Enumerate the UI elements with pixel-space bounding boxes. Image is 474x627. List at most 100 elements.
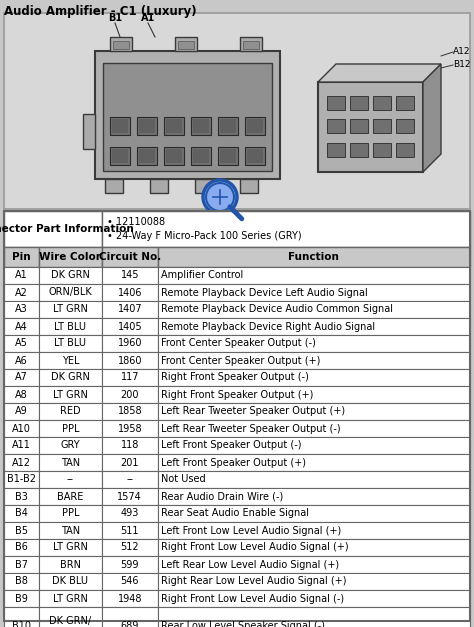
Text: Audio Amplifier - C1 (Luxury): Audio Amplifier - C1 (Luxury): [4, 5, 197, 18]
Bar: [350, 142, 368, 157]
Bar: [164, 117, 184, 135]
Text: Remote Playback Device Audio Common Signal: Remote Playback Device Audio Common Sign…: [161, 305, 393, 315]
Text: Circuit No.: Circuit No.: [99, 252, 161, 262]
Text: 200: 200: [120, 389, 139, 399]
Bar: [4, 471, 39, 488]
Bar: [4, 573, 39, 590]
Bar: [4, 267, 39, 284]
Bar: [195, 179, 213, 193]
Text: GRY: GRY: [61, 441, 80, 451]
Text: Amplifier Control: Amplifier Control: [161, 270, 243, 280]
Bar: [4, 369, 39, 386]
Text: A6: A6: [15, 356, 28, 366]
Bar: [193, 149, 209, 163]
Text: LT GRN: LT GRN: [53, 542, 88, 552]
Bar: [39, 471, 102, 488]
Bar: [110, 117, 130, 135]
Bar: [102, 590, 158, 607]
Text: Left Front Speaker Output (+): Left Front Speaker Output (+): [161, 458, 306, 468]
Bar: [4, 420, 39, 437]
Bar: [39, 301, 102, 318]
Text: 1860: 1860: [118, 356, 142, 366]
Bar: [102, 454, 158, 471]
Bar: [327, 142, 345, 157]
Bar: [158, 318, 470, 335]
Text: A12: A12: [453, 47, 471, 56]
Text: DK GRN/: DK GRN/: [49, 616, 91, 626]
Text: 689: 689: [120, 621, 139, 627]
Bar: [4, 301, 39, 318]
Bar: [102, 420, 158, 437]
Bar: [158, 437, 470, 454]
Bar: [164, 147, 184, 165]
Text: A1: A1: [141, 13, 155, 23]
Bar: [4, 284, 39, 301]
Bar: [158, 284, 470, 301]
Bar: [102, 386, 158, 403]
Bar: [4, 590, 39, 607]
Bar: [178, 41, 194, 49]
Bar: [102, 267, 158, 284]
Bar: [102, 284, 158, 301]
Bar: [240, 37, 262, 51]
Bar: [158, 267, 470, 284]
Bar: [102, 573, 158, 590]
Bar: [102, 301, 158, 318]
Bar: [4, 556, 39, 573]
Bar: [166, 119, 182, 133]
Circle shape: [203, 180, 237, 214]
Bar: [240, 179, 258, 193]
Bar: [83, 114, 95, 149]
Bar: [350, 95, 368, 110]
Bar: [103, 63, 272, 171]
Text: B9: B9: [15, 594, 28, 604]
Bar: [39, 488, 102, 505]
Bar: [112, 119, 128, 133]
Text: B3: B3: [15, 492, 28, 502]
Text: --: --: [67, 475, 74, 485]
Bar: [175, 37, 197, 51]
Bar: [158, 505, 470, 522]
Bar: [327, 119, 345, 133]
Bar: [4, 211, 470, 621]
Text: BRN: BRN: [60, 559, 81, 569]
Text: B5: B5: [15, 525, 28, 535]
Text: 546: 546: [120, 576, 139, 586]
Bar: [247, 119, 263, 133]
Text: 1574: 1574: [118, 492, 142, 502]
Text: DK BLU: DK BLU: [53, 576, 89, 586]
Bar: [396, 142, 414, 157]
Bar: [4, 522, 39, 539]
Text: 201: 201: [120, 458, 139, 468]
Bar: [158, 471, 470, 488]
Text: B8: B8: [15, 576, 28, 586]
Text: Right Rear Low Level Audio Signal (+): Right Rear Low Level Audio Signal (+): [161, 576, 346, 586]
Bar: [220, 149, 236, 163]
Text: Front Center Speaker Output (+): Front Center Speaker Output (+): [161, 356, 320, 366]
Bar: [158, 352, 470, 369]
Text: A7: A7: [15, 372, 28, 382]
Bar: [102, 488, 158, 505]
Polygon shape: [423, 64, 441, 172]
Text: DK GRN: DK GRN: [51, 372, 90, 382]
Bar: [4, 386, 39, 403]
Text: B6: B6: [15, 542, 28, 552]
Text: LT BLU: LT BLU: [55, 322, 86, 332]
Bar: [245, 147, 265, 165]
Bar: [39, 556, 102, 573]
Text: Rear Low Level Speaker Signal (-): Rear Low Level Speaker Signal (-): [161, 621, 325, 627]
Text: A5: A5: [15, 339, 28, 349]
Bar: [137, 117, 157, 135]
Bar: [373, 95, 391, 110]
Text: B1-B2: B1-B2: [7, 475, 36, 485]
Text: B12: B12: [453, 60, 471, 69]
Bar: [4, 211, 102, 247]
Text: 145: 145: [120, 270, 139, 280]
Bar: [166, 149, 182, 163]
Bar: [158, 247, 470, 267]
Bar: [158, 369, 470, 386]
Bar: [102, 318, 158, 335]
Text: LT GRN: LT GRN: [53, 594, 88, 604]
Bar: [158, 403, 470, 420]
Text: Left Front Speaker Output (-): Left Front Speaker Output (-): [161, 441, 301, 451]
